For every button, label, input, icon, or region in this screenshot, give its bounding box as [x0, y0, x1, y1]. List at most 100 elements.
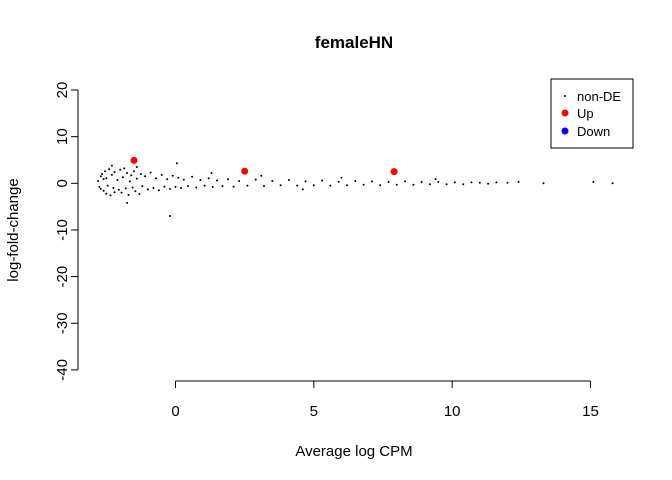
point-non-de: [127, 194, 130, 196]
point-non-de: [207, 177, 210, 180]
point-non-de: [128, 180, 131, 183]
point-non-de: [379, 184, 382, 187]
point-non-de: [101, 173, 104, 175]
point-non-de: [135, 166, 138, 168]
point-non-de: [210, 172, 213, 174]
point-non-de: [434, 178, 437, 181]
point-non-de: [412, 183, 415, 186]
y-tick-label: -20: [54, 266, 71, 288]
point-non-de: [120, 191, 123, 194]
point-non-de: [271, 180, 274, 182]
point-non-de: [141, 185, 144, 188]
chart-title: femaleHN: [315, 33, 393, 52]
point-non-de: [138, 193, 141, 195]
point-non-de: [506, 181, 509, 184]
x-axis-label: Average log CPM: [295, 443, 412, 460]
legend-label-non-de: non-DE: [577, 89, 621, 104]
point-non-de: [169, 215, 171, 217]
point-non-de: [370, 180, 373, 183]
point-non-de: [254, 178, 257, 181]
point-non-de: [301, 188, 304, 191]
point-non-de: [98, 186, 101, 188]
point-non-de: [195, 186, 198, 189]
legend-marker-down: [561, 127, 569, 135]
point-non-de: [97, 180, 99, 182]
point-non-de: [263, 185, 265, 188]
point-non-de: [495, 181, 498, 184]
point-non-de: [312, 184, 315, 187]
point-non-de: [99, 187, 102, 190]
point-non-de: [110, 164, 113, 167]
point-non-de: [175, 162, 178, 165]
point-non-de: [232, 185, 235, 188]
point-non-de: [133, 170, 135, 173]
y-tick-label: -40: [54, 359, 71, 381]
point-non-de: [216, 179, 218, 182]
point-non-de: [134, 190, 137, 193]
data-points: [97, 156, 614, 217]
point-non-de: [139, 173, 142, 175]
point-non-de: [109, 194, 112, 197]
point-non-de: [437, 180, 440, 183]
point-non-de: [420, 180, 423, 183]
point-non-de: [149, 171, 152, 174]
point-non-de: [429, 183, 431, 186]
point-non-de: [99, 175, 102, 178]
point-non-de: [238, 180, 241, 182]
point-non-de: [354, 180, 357, 182]
point-non-de: [387, 180, 390, 183]
point-non-de: [155, 177, 158, 180]
y-tick-label: 0: [54, 179, 71, 187]
point-non-de: [462, 183, 465, 186]
point-non-de: [146, 188, 149, 191]
point-non-de: [110, 173, 113, 176]
point-up: [130, 156, 138, 164]
point-non-de: [116, 179, 119, 181]
point-non-de: [203, 184, 206, 187]
point-non-de: [329, 184, 332, 187]
legend-marker-up: [561, 109, 569, 117]
point-non-de: [169, 187, 171, 190]
point-non-de: [478, 181, 481, 184]
y-tick-label: -10: [54, 219, 71, 241]
point-non-de: [340, 176, 343, 179]
point-non-de: [445, 183, 448, 186]
point-non-de: [152, 187, 155, 189]
legend-marker-non-de: [564, 95, 566, 97]
point-non-de: [126, 172, 129, 174]
point-non-de: [177, 176, 180, 179]
point-non-de: [135, 177, 138, 180]
point-non-de: [182, 178, 185, 181]
point-non-de: [260, 174, 263, 177]
point-up: [241, 167, 249, 175]
point-non-de: [112, 187, 115, 189]
point-non-de: [346, 184, 348, 187]
point-non-de: [296, 184, 299, 187]
point-non-de: [470, 181, 473, 184]
point-non-de: [404, 180, 407, 183]
point-non-de: [144, 175, 147, 178]
legend-label-down: Down: [577, 124, 610, 139]
point-non-de: [105, 177, 108, 180]
point-non-de: [123, 167, 126, 170]
point-non-de: [304, 180, 307, 183]
point-non-de: [221, 185, 224, 188]
legend: non-DE Up Down: [550, 78, 634, 149]
point-non-de: [362, 183, 365, 186]
point-non-de: [186, 185, 189, 188]
point-non-de: [321, 179, 324, 182]
x-tick-label: 5: [310, 403, 318, 420]
point-non-de: [126, 201, 129, 204]
point-non-de: [102, 178, 105, 181]
point-non-de: [106, 184, 109, 187]
point-non-de: [108, 168, 111, 171]
y-tick-label: 20: [54, 82, 71, 99]
point-non-de: [104, 170, 106, 173]
point-non-de: [542, 182, 545, 185]
point-non-de: [113, 191, 116, 194]
point-non-de: [199, 179, 202, 181]
x-tick-label: 10: [444, 403, 461, 420]
point-non-de: [395, 183, 398, 186]
point-non-de: [174, 186, 177, 188]
x-tick-label: 0: [171, 403, 179, 420]
